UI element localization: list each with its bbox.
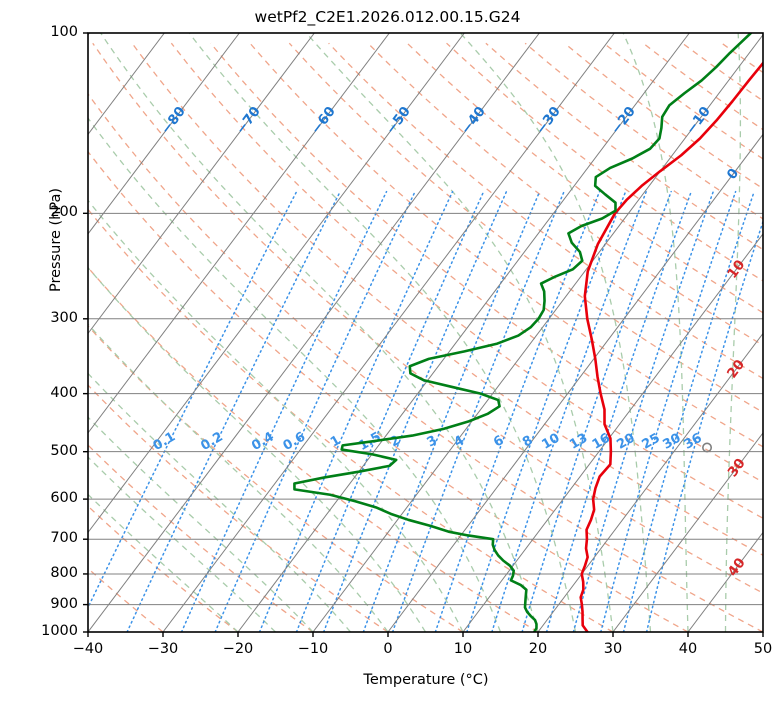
x-tick-label: 10 [453, 641, 473, 657]
x-tick-label: 20 [528, 641, 548, 657]
profile-markers [702, 442, 713, 453]
lcl-marker [702, 442, 713, 453]
profile-curves [293, 33, 763, 632]
y-tick-label: 1000 [41, 623, 78, 639]
y-tick-label: 800 [50, 564, 78, 581]
dry-adiabats [88, 42, 763, 632]
dewpoint-curve [293, 33, 753, 632]
x-tick-label: −40 [72, 641, 104, 657]
x-tick-label: −10 [297, 641, 329, 657]
temperature-curve [579, 61, 763, 632]
x-tick-label: −20 [222, 641, 254, 657]
y-tick-label: 400 [50, 384, 78, 401]
y-tick-label: 300 [50, 309, 78, 326]
y-tick-label: 100 [50, 24, 78, 40]
plot-border [87, 32, 764, 633]
y-tick-label: 200 [50, 204, 78, 221]
x-axis-label: Temperature (°C) [363, 672, 489, 688]
plot-background [88, 33, 763, 632]
chart-title: wetPf2_C2E1.2026.012.00.15.G24 [254, 8, 521, 26]
x-tick-label: −30 [147, 641, 179, 657]
x-tick-label: 0 [383, 641, 393, 657]
y-tick-label: 500 [50, 442, 78, 459]
x-tick-label: 40 [678, 641, 698, 657]
y-tick-label: 600 [50, 490, 78, 507]
x-tick-label: 30 [603, 641, 623, 657]
x-tick-label: 50 [753, 641, 773, 657]
axis-ticks [83, 32, 764, 637]
y-tick-label: 700 [50, 530, 78, 547]
y-tick-label: 900 [50, 595, 78, 612]
